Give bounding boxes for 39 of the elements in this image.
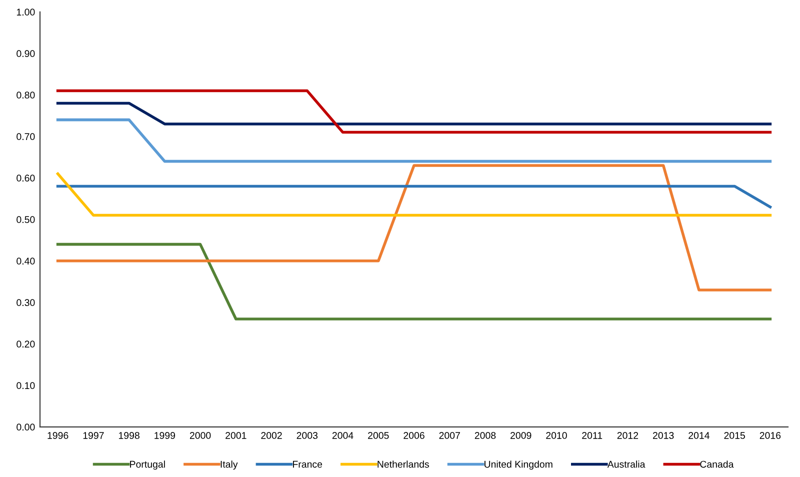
y-tick-label: 0.70 xyxy=(16,133,35,140)
legend-label: Australia xyxy=(607,460,646,468)
x-tick-label: 2005 xyxy=(368,432,389,439)
x-tick-label: 2003 xyxy=(296,432,318,439)
y-tick-label: 0.50 xyxy=(16,216,35,224)
y-tick-label: 0.40 xyxy=(16,258,35,265)
y-tick-label: 0.10 xyxy=(16,382,35,390)
x-tick-label: 2009 xyxy=(510,432,532,439)
x-tick-label: 2002 xyxy=(261,432,282,439)
x-tick-label: 1997 xyxy=(83,432,104,439)
y-tick-label: 0.80 xyxy=(16,92,35,99)
x-tick-label: 1999 xyxy=(154,432,176,439)
y-tick-label: 0.60 xyxy=(16,174,35,182)
x-tick-label: 2010 xyxy=(546,432,567,439)
x-tick-label: 1998 xyxy=(118,432,140,439)
y-tick-label: 0.00 xyxy=(16,424,35,431)
x-tick-label: 2012 xyxy=(617,432,638,439)
y-tick-label: 0.90 xyxy=(16,50,35,58)
x-tick-label: 2016 xyxy=(760,432,781,439)
x-tick-label: 2004 xyxy=(332,432,354,439)
x-tick-label: 2011 xyxy=(582,432,602,439)
legend-label: France xyxy=(293,460,322,468)
legend-label: Netherlands xyxy=(378,460,429,468)
y-tick-label: 1.00 xyxy=(16,8,35,16)
x-tick-label: 1996 xyxy=(48,432,68,439)
legend-label: Canada xyxy=(700,460,734,468)
x-tick-label: 2001 xyxy=(226,432,246,439)
legend-label: Portugal xyxy=(130,460,165,470)
y-tick-label: 0.20 xyxy=(16,340,35,348)
legend-label: Italy xyxy=(220,460,238,470)
legend-label: United Kingdom xyxy=(484,460,552,470)
x-tick-label: 2000 xyxy=(190,432,211,439)
x-tick-label: 2008 xyxy=(474,432,496,439)
x-tick-label: 2015 xyxy=(724,432,745,439)
x-tick-label: 2007 xyxy=(439,432,460,439)
x-tick-label: 2006 xyxy=(404,432,424,439)
y-tick-label: 0.30 xyxy=(16,299,35,306)
x-tick-label: 2013 xyxy=(653,432,674,439)
x-tick-label: 2014 xyxy=(688,432,710,439)
